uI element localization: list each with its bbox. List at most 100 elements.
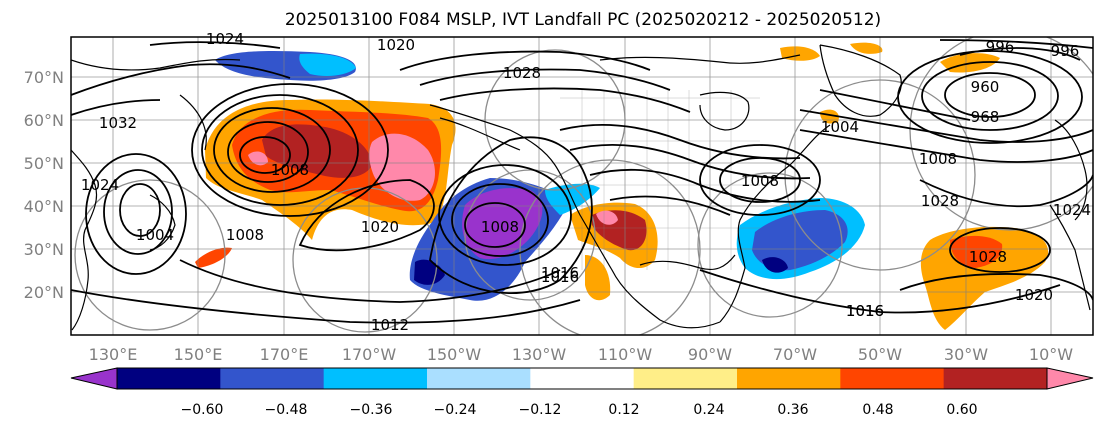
range-rings bbox=[74, 37, 1093, 335]
ivt-positive-strip-north-atlantic-east bbox=[850, 42, 883, 54]
range-ring bbox=[464, 169, 596, 301]
contour-label: 1016 bbox=[541, 268, 579, 286]
colorbar-ticks: −0.60 −0.48 −0.36 −0.24 −0.12 0.12 0.24 … bbox=[181, 402, 978, 418]
colorbar-segment bbox=[633, 368, 738, 389]
coastline-canadian-arctic bbox=[599, 54, 801, 64]
colorbar-segment bbox=[117, 368, 221, 389]
coastlines bbox=[71, 44, 1091, 331]
ivt-negative-deep-atlantic bbox=[762, 257, 788, 273]
isobar bbox=[191, 83, 389, 217]
isobar bbox=[298, 179, 435, 252]
isobar bbox=[719, 157, 801, 203]
isobar bbox=[429, 136, 593, 294]
isobar bbox=[819, 89, 971, 121]
isobar bbox=[179, 259, 561, 303]
colorbar-tick-label: 0.60 bbox=[946, 402, 977, 418]
contour-label: 960 bbox=[971, 78, 1000, 96]
mslp-isobars bbox=[71, 39, 1093, 324]
contour-label: 1016 bbox=[846, 302, 884, 320]
lon-label: 170°E bbox=[260, 345, 309, 364]
coastline-gulf-of-mexico bbox=[639, 254, 736, 271]
lon-label: 130°E bbox=[89, 345, 138, 364]
contour-label: 1024 bbox=[1053, 201, 1091, 219]
isobar bbox=[799, 129, 1093, 163]
map-panel: 1024 1020 1028 1032 1008 1024 1004 1008 … bbox=[24, 30, 1094, 364]
contour-label: 968 bbox=[971, 108, 1000, 126]
colorbar-segments bbox=[117, 368, 1048, 389]
contour-label: 1020 bbox=[377, 36, 415, 54]
isobar bbox=[149, 41, 281, 49]
colorbar-arrow-right bbox=[1046, 367, 1094, 390]
range-ring bbox=[697, 172, 843, 318]
isobar bbox=[919, 174, 1093, 208]
colorbar-arrow-left bbox=[70, 367, 118, 390]
coastline-alaska-south bbox=[439, 117, 521, 151]
colorbar-segment bbox=[427, 368, 531, 389]
lon-label: 130°W bbox=[512, 345, 567, 364]
isobar bbox=[439, 87, 691, 113]
range-ring bbox=[484, 49, 626, 191]
colorbar-segment bbox=[943, 368, 1048, 389]
isobar bbox=[464, 202, 526, 248]
isobar bbox=[897, 50, 1083, 144]
isobar bbox=[71, 63, 291, 96]
contour-label: 1020 bbox=[1015, 286, 1053, 304]
isobar bbox=[201, 94, 359, 206]
colorbar-tick-label: 0.48 bbox=[862, 402, 893, 418]
contour-label: 1008 bbox=[481, 218, 519, 236]
lon-label: 10°W bbox=[1029, 345, 1073, 364]
isobar bbox=[119, 183, 161, 237]
range-ring bbox=[74, 179, 226, 331]
isobar bbox=[85, 153, 187, 275]
lon-label: 170°W bbox=[342, 345, 397, 364]
isobar bbox=[939, 39, 1093, 49]
lat-label: 20°N bbox=[24, 283, 64, 302]
colorbar-tick-label: 0.36 bbox=[777, 402, 808, 418]
contour-label: 1028 bbox=[921, 192, 959, 210]
colorbar-tick-label: −0.24 bbox=[434, 402, 477, 418]
lon-label: 110°W bbox=[598, 345, 653, 364]
isobar bbox=[949, 227, 1051, 273]
contour-label: 1004 bbox=[136, 226, 174, 244]
contour-label: 1016 bbox=[846, 302, 884, 320]
colorbar: −0.60 −0.48 −0.36 −0.24 −0.12 0.12 0.24 … bbox=[70, 367, 1094, 418]
isobar bbox=[921, 61, 1059, 131]
colorbar-frame bbox=[116, 367, 1048, 390]
coastline-europe-africa bbox=[1049, 204, 1091, 311]
colorbar-segment bbox=[530, 368, 635, 389]
latitude-labels: 70°N 60°N 50°N 40°N 30°N 20°N bbox=[24, 68, 64, 302]
coastline-hudson-bay bbox=[699, 91, 750, 131]
isobar bbox=[899, 273, 1093, 301]
isobar bbox=[451, 183, 549, 257]
contour-label: 1024 bbox=[206, 30, 244, 48]
colorbar-segment bbox=[840, 368, 945, 389]
range-ring bbox=[784, 79, 976, 271]
colorbar-segment bbox=[323, 368, 428, 389]
colorbar-tick-label: −0.48 bbox=[265, 402, 308, 418]
lon-label: 30°W bbox=[944, 345, 988, 364]
coastline-north-america-west bbox=[429, 104, 721, 329]
contour-label: 1016 bbox=[541, 264, 579, 282]
contour-label: 1028 bbox=[969, 248, 1007, 266]
ivt-positive-core-east-atlantic bbox=[950, 235, 1003, 268]
lon-label: 70°W bbox=[773, 345, 817, 364]
ivt-positive-max-mexico bbox=[596, 210, 618, 225]
ivt-negative-core-atlantic bbox=[752, 210, 848, 271]
lon-label: 150°E bbox=[174, 345, 223, 364]
contour-labels: 1024 1020 1028 1032 1008 1024 1004 1008 … bbox=[81, 30, 1091, 334]
isobar bbox=[438, 164, 572, 266]
longitude-labels: 130°E 150°E 170°E 170°W 150°W 130°W 110°… bbox=[89, 345, 1074, 364]
isobar bbox=[71, 99, 161, 116]
fine-grid-north-america bbox=[560, 90, 760, 270]
isobar bbox=[944, 72, 1036, 118]
contour-label: 1012 bbox=[371, 316, 409, 334]
lat-label: 70°N bbox=[24, 68, 64, 87]
contour-label: 1020 bbox=[361, 218, 399, 236]
isobar bbox=[213, 107, 331, 193]
lon-label: 150°W bbox=[427, 345, 482, 364]
lat-label: 60°N bbox=[24, 111, 64, 130]
coastline-iberia bbox=[1054, 119, 1088, 221]
isobar bbox=[419, 68, 671, 91]
contour-label: 1008 bbox=[226, 226, 264, 244]
